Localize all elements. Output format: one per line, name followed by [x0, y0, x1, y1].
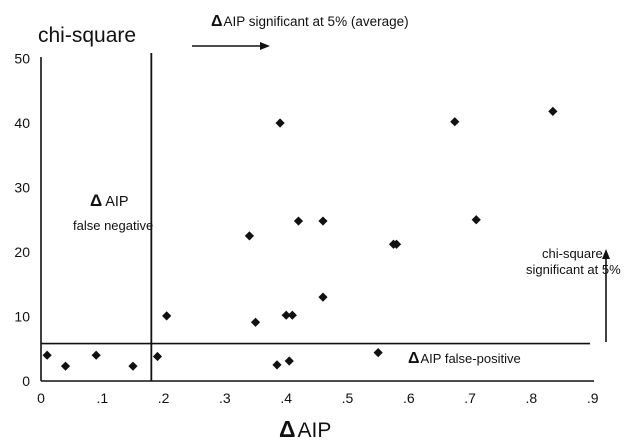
axes: [40, 57, 594, 382]
x-tick-label: .2: [158, 390, 170, 406]
x-tick-label: .4: [280, 390, 292, 406]
y-tick-label: 50: [14, 51, 30, 67]
annotation-chi-square-line1: chi-square: [542, 246, 603, 261]
delta-symbol: Δ: [279, 416, 296, 442]
data-point-marker: [275, 118, 285, 128]
y-tick-label: 40: [14, 115, 30, 131]
data-point-marker: [91, 350, 101, 360]
data-points: [42, 106, 558, 371]
reference-lines: [41, 53, 590, 381]
data-point-marker: [287, 310, 297, 320]
data-point-marker: [471, 215, 481, 225]
y-tick-label: 30: [14, 180, 30, 196]
annotation-false-negative-text: false negative: [73, 218, 153, 233]
data-point-marker: [548, 106, 558, 116]
x-tick-label: .5: [342, 390, 354, 406]
data-point-marker: [152, 351, 163, 362]
y-tick-label: 20: [14, 244, 30, 260]
data-point-marker: [318, 216, 328, 226]
data-point-marker: [373, 348, 383, 358]
data-point-marker: [128, 361, 138, 371]
y-tick-label: 10: [14, 309, 30, 325]
annotation-false-negative-title: Δ AIP: [90, 191, 129, 210]
x-tick-label: .3: [219, 390, 231, 406]
x-tick-label: .6: [403, 390, 415, 406]
data-point-marker: [293, 216, 304, 226]
annotation-text: AIP: [105, 194, 128, 210]
x-tick-label: .1: [96, 390, 108, 406]
up-arrow: [602, 249, 610, 342]
annotation-text: AIP false-positive: [421, 351, 521, 366]
data-point-marker: [42, 350, 52, 360]
delta-symbol: Δ: [90, 191, 102, 210]
y-axis-title: chi-square: [38, 24, 136, 47]
delta-symbol: Δ: [211, 13, 223, 30]
annotation-chi-square-line2: significant at 5%: [526, 262, 621, 277]
y-tick-label: 0: [22, 373, 30, 389]
x-tick-label: .9: [587, 390, 599, 406]
x-axis-title-text: AIP: [298, 419, 332, 442]
data-point-marker: [391, 239, 402, 249]
x-tick-labels: 0 .1 .2 .3 .4 .5 .6 .7 .8 .9: [37, 390, 599, 406]
data-point-marker: [272, 360, 282, 370]
data-point-marker: [244, 231, 255, 241]
data-point-marker: [60, 361, 71, 371]
annotation-significant-average: ΔAIP significant at 5% (average): [211, 13, 409, 30]
data-point-marker: [250, 317, 261, 327]
data-point-marker: [284, 356, 294, 366]
data-point-marker: [281, 310, 291, 320]
x-axis-title: ΔAIP: [279, 416, 331, 442]
x-tick-label: .8: [526, 390, 538, 406]
annotation-false-positive: ΔAIP false-positive: [408, 350, 521, 367]
data-point-marker: [162, 311, 172, 321]
annotation-text: AIP significant at 5% (average): [224, 14, 409, 29]
x-tick-label: 0: [37, 390, 45, 406]
right-arrow: [192, 42, 270, 50]
x-tick-label: .7: [464, 390, 476, 406]
y-tick-labels: 0 10 20 30 40 50: [14, 51, 30, 390]
data-point-marker: [318, 292, 328, 302]
delta-symbol: Δ: [408, 350, 420, 367]
data-point-marker: [450, 117, 460, 127]
